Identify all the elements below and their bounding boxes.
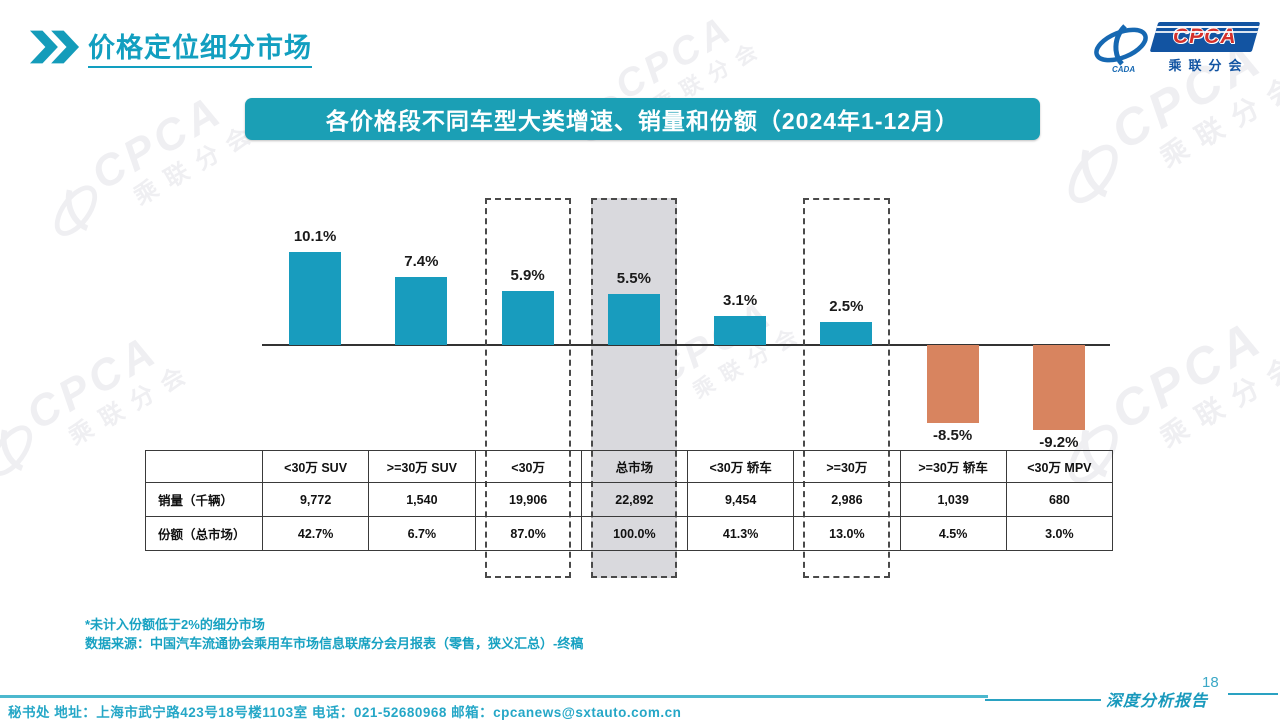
logo-text-block: CPCA 乘联分会	[1149, 22, 1261, 74]
table-cell: 42.7%	[263, 517, 370, 551]
table-header-cell: <30万	[475, 451, 582, 483]
chart-bar-value-label: 2.5%	[829, 298, 864, 315]
chart-bar-value-label: 5.9%	[510, 266, 545, 284]
table-header-cell: >=30万 SUV	[369, 451, 476, 483]
table-cell: 1,039	[900, 483, 1007, 517]
chart-bar	[714, 316, 767, 345]
table-header-cell: <30万 MPV	[1006, 451, 1113, 483]
footer-contact: 秘书处 地址：上海市武宁路423号18号楼1103室 电话：021-526809…	[8, 705, 682, 720]
table-cell: 3.0%	[1006, 517, 1113, 551]
chart-bar	[289, 252, 342, 345]
table-cell: 19,906	[475, 483, 582, 517]
footnotes: *未计入份额低于2%的细分市场 数据来源：中国汽车流通协会乘用车市场信息联席分会…	[85, 615, 583, 653]
chart-bar-value-label: -9.2%	[1039, 433, 1079, 451]
double-chevron-icon	[30, 30, 80, 64]
report-label-line-right	[1228, 693, 1278, 695]
table-header-cell: 总市场	[581, 451, 688, 483]
table-cell: 680	[1006, 483, 1113, 517]
chart-bar	[820, 322, 873, 345]
table-header-cell: >=30万	[794, 451, 901, 483]
chart-bar-value-label: 10.1%	[293, 228, 337, 246]
table-cell: 100.0%	[581, 517, 688, 551]
chart-title-banner: 各价格段不同车型大类增速、销量和份额（2024年1-12月）	[245, 98, 1040, 140]
logo-subtitle: 乘联分会	[1168, 58, 1249, 73]
chart-bar	[607, 294, 660, 345]
table-cell: 9,772	[263, 483, 370, 517]
chart-title: 各价格段不同车型大类增速、销量和份额（2024年1-12月）	[325, 108, 960, 134]
table-cell: 13.0%	[794, 517, 901, 551]
cpca-logo: CADA CPCA 乘联分会	[1092, 22, 1261, 74]
table-cell: 4.5%	[900, 517, 1007, 551]
x-axis-line	[262, 344, 1110, 346]
table-row-header: 销量（千辆）	[146, 483, 263, 517]
table-cell: 22,892	[581, 483, 688, 517]
table-cell: 9,454	[688, 483, 795, 517]
highlight-box-filled	[590, 198, 677, 578]
chart-bar-value-label: 7.4%	[404, 252, 439, 270]
table-cell: 1,540	[369, 483, 476, 517]
table-cell: 6.7%	[369, 517, 476, 551]
logo-acronym: CPCA	[1173, 25, 1237, 48]
table-row-header: 份额（总市场）	[146, 517, 263, 551]
svg-text:CADA: CADA	[1112, 65, 1135, 73]
data-table: <30万 SUV >=30万 SUV <30万 总市场 <30万 轿车 >=30万 >=30…	[145, 450, 1113, 551]
chart-bar-value-label: 3.1%	[723, 292, 758, 310]
report-label: 深度分析报告	[1106, 693, 1209, 710]
chart-bar	[1032, 345, 1085, 430]
header: 价格定位细分市场	[30, 26, 312, 68]
report-label-line-left	[985, 699, 1101, 701]
chart-bar-value-label: 5.5%	[616, 270, 651, 288]
table-corner-cell	[146, 451, 263, 483]
logo-plate: CPCA	[1149, 22, 1261, 52]
chart-bar	[395, 276, 448, 345]
table-header-cell: <30万 轿车	[688, 451, 795, 483]
chart-bar	[501, 290, 554, 345]
table-header-cell: <30万 SUV	[263, 451, 370, 483]
page-number: 18	[1202, 674, 1219, 691]
table-cell: 41.3%	[688, 517, 795, 551]
footer-divider	[0, 695, 988, 698]
table-cell: 87.0%	[475, 517, 582, 551]
chart-bar	[926, 345, 979, 424]
cada-emblem-icon: CADA	[1094, 24, 1148, 73]
chart-bar-value-label: -8.5%	[933, 427, 973, 445]
table-header-cell: >=30万 轿车	[900, 451, 1007, 483]
page-title: 价格定位细分市场	[88, 26, 312, 68]
footnote-exclusion: *未计入份额低于2%的细分市场	[85, 617, 265, 632]
footnote-source: 数据来源：中国汽车流通协会乘用车市场信息联席分会月报表（零售，狭义汇总）-终稿	[85, 636, 584, 651]
table-cell: 2,986	[794, 483, 901, 517]
